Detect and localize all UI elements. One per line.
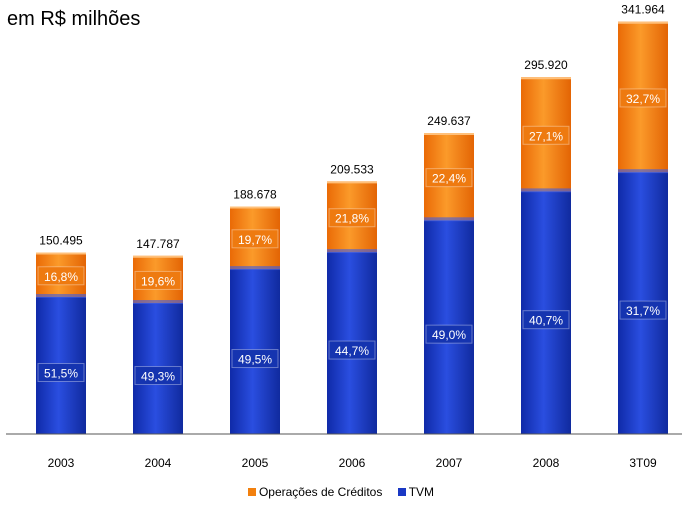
legend-label-credit: Operações de Créditos (258, 485, 383, 499)
label-credit-share: 19,6% (141, 274, 175, 288)
label-total: 249.637 (427, 114, 471, 128)
label-credit-share-box (231, 229, 279, 249)
label-tvm-share-box (522, 310, 570, 330)
x-tick-label: 2007 (436, 456, 463, 470)
bar-seam (230, 266, 280, 271)
label-tvm-share: 44,7% (335, 344, 369, 358)
label-credit-share: 27,1% (529, 129, 563, 143)
label-credit-share: 19,7% (238, 233, 272, 247)
label-credit-share-box (522, 125, 570, 145)
label-credit-share-box (425, 168, 473, 188)
label-tvm-share-box (231, 349, 279, 369)
label-total: 188.678 (233, 188, 277, 202)
x-tick-label: 2004 (145, 456, 172, 470)
label-tvm-share-box (328, 340, 376, 360)
label-tvm-share-box (134, 366, 182, 386)
page-title: em R$ milhões (7, 8, 141, 30)
bar-seam (327, 249, 377, 254)
label-tvm-share-box (619, 300, 667, 320)
label-total: 295.920 (524, 58, 568, 72)
label-tvm-share: 49,3% (141, 370, 175, 384)
label-tvm-share: 49,0% (432, 328, 466, 342)
bar-seam (424, 217, 474, 222)
legend-swatch-credit (247, 488, 256, 496)
label-credit-share-box (619, 88, 667, 108)
label-total: 147.787 (136, 237, 180, 251)
label-tvm-share: 49,5% (238, 353, 272, 367)
label-total: 209.533 (330, 162, 374, 176)
label-total: 150.495 (39, 234, 83, 248)
label-credit-share: 16,8% (44, 270, 78, 284)
x-tick-label: 2005 (242, 456, 269, 470)
x-tick-label: 3T09 (629, 456, 657, 470)
bar-seam (36, 294, 86, 299)
label-tvm-share: 51,5% (44, 367, 78, 381)
label-total: 341.964 (621, 3, 665, 17)
label-tvm-share: 31,7% (626, 304, 660, 318)
x-tick-label: 2008 (533, 456, 560, 470)
label-credit-share-box (37, 266, 85, 286)
x-tick-label: 2003 (48, 456, 75, 470)
x-tick-label: 2006 (339, 456, 366, 470)
label-credit-share: 21,8% (335, 212, 369, 226)
label-credit-share-box (134, 270, 182, 290)
label-credit-share-box (328, 208, 376, 228)
label-tvm-share: 40,7% (529, 314, 563, 328)
legend-item-tvm: TVM (397, 485, 435, 499)
bar-seam (618, 169, 668, 174)
bar-seam (521, 188, 571, 193)
label-tvm-share-box (37, 363, 85, 383)
legend-label-tvm: TVM (408, 485, 435, 499)
label-tvm-share-box (425, 324, 473, 344)
bar-seam (133, 300, 183, 305)
label-credit-share: 22,4% (432, 172, 466, 186)
label-credit-share: 32,7% (626, 92, 660, 106)
legend: Operações de Créditos TVM (0, 485, 682, 499)
legend-item-credit: Operações de Créditos (247, 485, 383, 499)
legend-swatch-tvm (397, 488, 406, 496)
